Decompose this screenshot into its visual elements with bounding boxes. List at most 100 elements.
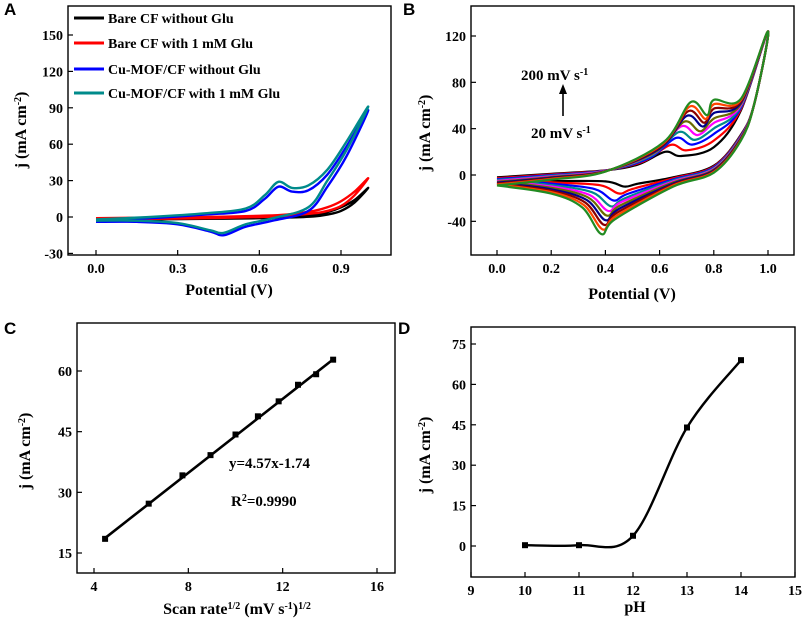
c-xtick-label: 12 [276,580,290,595]
data-point [684,424,690,431]
panel-a-curves [95,105,370,237]
c-ytick-label: 15 [58,547,72,562]
data-point [275,398,282,405]
panel-d-plot [522,357,744,549]
ph-curve [524,359,742,549]
panel-d: D 0 15 30 45 60 75 9 10 11 12 13 14 15 pH j (mA cm-… [398,319,802,616]
data-point [576,542,582,549]
panel-a-frame [67,5,392,256]
panel-a-y-ticks: -30 0 30 60 90 120 150 [42,29,73,262]
data-point [207,452,214,459]
cv-curve-3 [95,105,370,235]
panel-d-ylabel: j (mA cm-2) [417,417,435,495]
panel-b-top-annotation: 200 mV s-1 [521,67,588,85]
a-ytick-label: 150 [42,29,63,44]
a-ytick-label: 0 [56,211,63,226]
d-xtick-label: 13 [680,584,694,599]
c-xtick-label: 8 [185,580,192,595]
panel-c-equation: y=4.57x-1.74 [229,456,311,472]
panel-b-arrowhead [559,84,567,94]
panel-d-y-ticks: 0 15 30 45 60 75 [452,338,476,555]
a-ytick-label: 120 [42,65,63,80]
cv-scan-40 [496,30,770,195]
data-point [294,381,301,388]
cv-scan-200 [496,30,770,236]
data-point [738,357,744,364]
panel-a-ylabel: j (mA cm-2) [13,92,31,170]
d-ytick-label: 15 [452,500,466,515]
b-ytick-label: 40 [452,123,466,138]
panel-b-ylabel: j (mA cm-2) [417,95,435,173]
panel-d-frame [470,326,796,578]
panel-b-bottom-annotation: 20 mV s-1 [531,125,591,143]
d-xtick-label: 12 [626,584,640,599]
legend-bare-cf: Bare CF without Glu [108,12,234,27]
b-ytick-label: -40 [447,215,466,230]
b-xtick-label: 0.8 [705,262,723,277]
panel-c-ylabel: j (mA cm-2) [17,413,35,491]
c-xtick-label: 16 [370,580,384,595]
panel-d-xlabel: pH [624,599,646,616]
panel-c-r2: R2=0.9990 [231,493,297,511]
d-ytick-label: 0 [459,540,466,555]
d-xtick-label: 9 [468,584,475,599]
b-xtick-label: 0.2 [542,262,560,277]
data-point [232,431,239,438]
a-xtick-label: 0.6 [251,262,269,277]
a-ytick-label: 90 [49,102,63,117]
c-xtick-label: 4 [91,580,98,595]
panel-b-letter: B [403,0,415,19]
d-ytick-label: 60 [452,378,466,393]
data-point [630,532,636,539]
panel-a-letter: A [4,0,16,19]
data-point [330,356,337,363]
panel-a-xlabel: Potential (V) [185,282,273,299]
data-point [145,500,152,507]
cv-curve-0 [95,186,370,222]
legend-cumof: Cu-MOF/CF without Glu [108,63,261,78]
a-ytick-label: 30 [49,175,63,190]
panel-b: B -40 0 40 80 120 0.0 0.2 0.4 0.6 0.8 1.0 Potenti… [403,0,795,303]
b-xtick-label: 0.0 [488,262,506,277]
b-xtick-label: 0.6 [651,262,669,277]
panel-c-frame [76,322,396,574]
c-ytick-label: 60 [58,365,72,380]
panel-c-xlabel: Scan rate1/2 (mV s-1)1/2 [163,601,311,619]
panel-b-curves [496,30,770,236]
data-point [522,542,528,549]
cv-curve-1 [95,176,370,221]
panel-c-y-ticks: 15 30 45 60 [58,365,82,562]
panel-c: C 15 30 45 60 4 8 12 16 Scan rate1/2 (mV s-1)1… [4,319,396,619]
legend-cumof-glu: Cu-MOF/CF with 1 mM Glu [108,87,280,102]
d-xtick-label: 11 [572,584,585,599]
panel-d-x-ticks: 9 10 11 12 13 14 15 [468,572,802,599]
d-ytick-label: 45 [452,419,466,434]
panel-c-plot [102,356,337,542]
data-point [313,371,320,378]
a-ytick-label: 60 [49,138,63,153]
c-ytick-label: 30 [58,486,72,501]
legend-bare-cf-glu: Bare CF with 1 mM Glu [108,37,253,52]
a-xtick-label: 0.3 [169,262,187,277]
panel-a: A -30 0 30 60 90 120 150 0.0 0.3 0.6 0.9 Potentia… [4,0,392,299]
d-ytick-label: 75 [452,338,466,353]
b-xtick-label: 1.0 [759,262,777,277]
data-point [254,413,261,420]
b-ytick-label: 80 [452,76,466,91]
a-xtick-label: 0.0 [87,262,105,277]
panel-b-frame [470,5,795,256]
cv-curve-2 [95,109,370,237]
data-point [179,472,186,479]
panel-a-legend: Bare CF without Glu Bare CF with 1 mM Gl… [74,12,280,102]
fit-line [104,358,334,540]
d-xtick-label: 10 [518,584,532,599]
panel-b-y-ticks: -40 0 40 80 120 [445,30,476,230]
b-ytick-label: 0 [459,169,466,184]
d-xtick-label: 14 [734,584,748,599]
panel-d-letter: D [398,319,410,338]
panel-c-letter: C [4,319,16,338]
b-ytick-label: 120 [445,30,466,45]
data-point [102,535,109,542]
c-ytick-label: 45 [58,426,72,441]
